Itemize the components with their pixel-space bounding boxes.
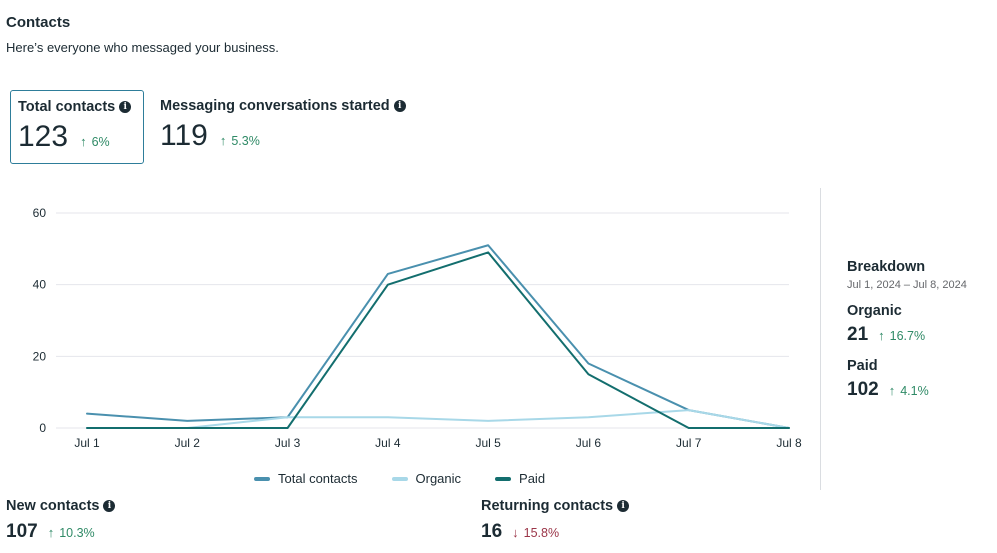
x-tick-label: Jul 4 <box>375 436 401 450</box>
metric-value: 123 <box>18 120 69 153</box>
series-line-paid <box>86 251 790 429</box>
breakdown-change: 16.7% <box>889 329 926 343</box>
legend-item-total-contacts[interactable]: Total contacts <box>254 471 358 486</box>
breakdown-item-paid: Paid 102 ↑ 4.1% <box>847 358 967 401</box>
metric-value: 16 <box>481 521 503 542</box>
breakdown-change: 4.1% <box>900 384 929 398</box>
legend-swatch <box>391 476 408 481</box>
y-tick-label: 40 <box>33 278 47 292</box>
metric-trend: ↓ 15.8% <box>512 525 559 540</box>
info-icon[interactable]: i <box>103 500 116 512</box>
page-title: Contacts <box>6 14 71 31</box>
x-tick-label: Jul 8 <box>776 436 802 450</box>
breakdown-title: Breakdown <box>847 259 926 275</box>
breakdown-panel: Breakdown Jul 1, 2024 – Jul 8, 2024 Orga… <box>847 259 967 401</box>
arrow-down-icon: ↓ <box>512 525 519 540</box>
arrow-up-icon: ↑ <box>47 525 55 540</box>
page-subtitle: Here’s everyone who messaged your busine… <box>6 40 279 55</box>
metric-change: 10.3% <box>59 526 95 540</box>
legend-label: Organic <box>415 471 462 486</box>
info-icon[interactable]: i <box>617 500 630 512</box>
metric-change: 15.8% <box>523 526 560 540</box>
info-icon[interactable]: i <box>119 101 132 113</box>
metric-card-conversations-started[interactable]: Messaging conversations started i 119 ↑ … <box>153 90 423 164</box>
breakdown-item-organic: Organic 21 ↑ 16.7% <box>847 303 967 346</box>
breakdown-item-value: 102 <box>847 379 879 400</box>
vertical-divider <box>820 188 821 490</box>
legend-item-organic[interactable]: Organic <box>391 471 462 486</box>
metric-value: 119 <box>160 119 208 152</box>
legend-item-paid[interactable]: Paid <box>495 471 545 486</box>
arrow-up-icon: ↑ <box>878 328 885 343</box>
metric-label: Total contacts <box>18 99 116 115</box>
metric-change: 6% <box>91 135 110 149</box>
x-tick-label: Jul 6 <box>576 436 602 450</box>
legend-swatch <box>254 476 270 481</box>
series-line-organic <box>86 409 790 429</box>
arrow-up-icon: ↑ <box>80 134 87 149</box>
metric-new-contacts: New contacts i 107 ↑ 10.3% <box>6 498 116 543</box>
arrow-up-icon: ↑ <box>888 383 896 398</box>
breakdown-item-value: 21 <box>847 324 869 345</box>
breakdown-trend: ↑ 16.7% <box>878 328 925 343</box>
info-icon[interactable]: i <box>393 100 406 112</box>
metric-change: 5.3% <box>231 134 260 148</box>
metric-trend: ↑ 5.3% <box>220 133 260 148</box>
x-tick-label: Jul 5 <box>475 436 501 450</box>
metric-label: Returning contacts <box>481 498 614 514</box>
metric-trend: ↑ 6% <box>80 134 110 149</box>
y-tick-label: 60 <box>33 206 47 220</box>
legend-label: Total contacts <box>278 471 358 486</box>
chart-legend: Total contacts Organic Paid <box>254 471 579 486</box>
y-tick-label: 20 <box>33 349 47 363</box>
metric-returning-contacts: Returning contacts i 16 ↓ 15.8% <box>481 498 630 543</box>
x-tick-label: Jul 2 <box>175 436 201 450</box>
y-tick-label: 0 <box>39 421 46 435</box>
breakdown-trend: ↑ 4.1% <box>889 383 929 398</box>
legend-swatch <box>495 476 512 481</box>
x-tick-label: Jul 7 <box>676 436 702 450</box>
metric-value: 107 <box>6 521 38 542</box>
metric-label: New contacts <box>6 498 100 514</box>
metric-label: Messaging conversations started <box>160 98 390 114</box>
breakdown-item-label: Organic <box>847 303 902 319</box>
arrow-up-icon: ↑ <box>219 133 227 148</box>
line-chart: 0 20 40 60 Jul 1 Jul 2 Jul 3 Jul 4 Jul 5 Jul 6 Jul… <box>33 206 802 450</box>
metric-trend: ↑ 10.3% <box>48 525 95 540</box>
x-tick-label: Jul 3 <box>275 436 301 450</box>
legend-label: Paid <box>519 471 546 486</box>
series-line-total-contacts <box>86 244 790 429</box>
metric-card-total-contacts[interactable]: Total contacts i 123 ↑ 6% <box>10 90 144 164</box>
breakdown-date-range: Jul 1, 2024 – Jul 8, 2024 <box>847 279 967 291</box>
x-tick-label: Jul 1 <box>74 436 100 450</box>
breakdown-item-label: Paid <box>847 358 878 374</box>
